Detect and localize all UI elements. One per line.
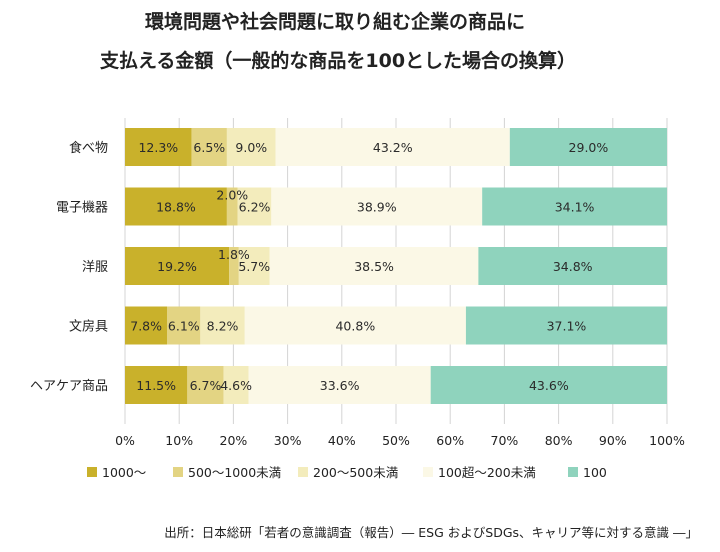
category-label: 電子機器 bbox=[56, 201, 108, 216]
data-label: 43.2% bbox=[373, 140, 413, 155]
bars: 12.3% 6.5% 9.0% 43.2% 29.0% 18.8% 2.0%6.2% 38.9… bbox=[125, 128, 667, 404]
category-label: 洋服 bbox=[82, 260, 108, 275]
bar-segment bbox=[187, 366, 224, 404]
data-label: 18.8% bbox=[156, 200, 196, 215]
bar-segment bbox=[482, 187, 667, 226]
legend-swatch bbox=[173, 467, 183, 477]
legend-label: 100 bbox=[583, 465, 607, 480]
data-label: 38.9% bbox=[357, 200, 397, 215]
x-tick-label: 100% bbox=[649, 433, 685, 448]
legend: 1000～ 500～1000未満 200～500未満 100超～200未満 100 bbox=[87, 465, 607, 480]
bar-segment bbox=[430, 366, 667, 404]
data-label: 6.5% bbox=[193, 140, 225, 155]
bar-segment bbox=[237, 187, 272, 226]
data-label: 40.8% bbox=[335, 319, 375, 334]
data-label: 34.1% bbox=[555, 200, 595, 215]
data-label: 38.5% bbox=[354, 259, 394, 274]
data-label: 1.8% bbox=[218, 247, 250, 262]
data-label: 9.0% bbox=[235, 140, 267, 155]
legend-swatch bbox=[87, 467, 97, 477]
bar-segment bbox=[229, 247, 239, 285]
data-label: 12.3% bbox=[138, 140, 178, 155]
value-axis: 0% 10% 20% 30% 40% 50% 60% 70% 80% 90% 100% bbox=[115, 433, 685, 448]
data-label: 8.2% bbox=[207, 319, 239, 334]
legend-label: 200～500未満 bbox=[313, 465, 398, 480]
chart-title-line-2: 支払える金額（一般的な商品を100とした場合の換算） bbox=[99, 49, 576, 72]
bar-segment bbox=[125, 128, 192, 166]
bar-segment bbox=[238, 247, 270, 285]
data-label: 5.7% bbox=[238, 259, 270, 274]
data-label: 19.2% bbox=[157, 259, 197, 274]
legend-swatch bbox=[423, 467, 433, 477]
data-label: 6.7% bbox=[190, 378, 222, 393]
bar-segment bbox=[465, 306, 667, 345]
bar-segment bbox=[200, 306, 245, 345]
bar-segment bbox=[275, 128, 510, 166]
x-tick-label: 80% bbox=[545, 433, 573, 448]
x-tick-label: 20% bbox=[220, 433, 248, 448]
bar-segment bbox=[191, 128, 227, 166]
bar-segment bbox=[125, 187, 227, 226]
bar-segment bbox=[125, 247, 230, 285]
category-label: ヘアケア商品 bbox=[30, 379, 108, 394]
data-label: 7.8% bbox=[130, 319, 162, 334]
x-tick-label: 70% bbox=[491, 433, 519, 448]
x-tick-label: 0% bbox=[115, 433, 135, 448]
bar-segment bbox=[226, 187, 238, 226]
chart-title-line-1: 環境問題や社会問題に取り組む企業の商品に bbox=[145, 10, 525, 33]
bar-segment bbox=[509, 128, 667, 166]
x-tick-label: 30% bbox=[274, 433, 302, 448]
data-label: 34.8% bbox=[553, 259, 593, 274]
data-label: 37.1% bbox=[547, 319, 587, 334]
x-tick-label: 40% bbox=[328, 433, 356, 448]
bar-segment bbox=[223, 366, 249, 404]
data-label: 4.6% bbox=[220, 378, 252, 393]
x-tick-label: 60% bbox=[436, 433, 464, 448]
x-tick-label: 90% bbox=[599, 433, 627, 448]
source-note: 出所：日本総研「若者の意識調査（報告）― ESG およびSDGs、キャリア等に対… bbox=[164, 525, 698, 540]
data-label: 6.1% bbox=[168, 319, 200, 334]
bar-segment bbox=[271, 187, 483, 226]
bar-segment bbox=[244, 306, 466, 345]
legend-swatch bbox=[298, 467, 308, 477]
bar-segment bbox=[269, 247, 479, 285]
legend-label: 1000～ bbox=[102, 465, 146, 480]
data-label: 29.0% bbox=[569, 140, 609, 155]
legend-swatch bbox=[568, 467, 578, 477]
x-tick-label: 10% bbox=[165, 433, 193, 448]
bar-segment bbox=[167, 306, 201, 345]
data-label: 2.0% bbox=[216, 188, 248, 203]
data-label: 11.5% bbox=[136, 378, 176, 393]
x-tick-label: 50% bbox=[382, 433, 410, 448]
bar-segment bbox=[478, 247, 667, 285]
bar-segment bbox=[125, 366, 188, 404]
legend-label: 500～1000未満 bbox=[188, 465, 281, 480]
bar-segment bbox=[248, 366, 431, 404]
data-label: 6.2% bbox=[239, 200, 271, 215]
legend-label: 100超～200未満 bbox=[438, 465, 536, 480]
category-label: 食べ物 bbox=[69, 140, 108, 156]
bar-segment bbox=[226, 128, 276, 166]
bar-segment bbox=[125, 306, 168, 345]
data-label: 43.6% bbox=[529, 378, 569, 393]
category-label: 文房具 bbox=[69, 319, 108, 335]
data-label: 33.6% bbox=[320, 378, 360, 393]
